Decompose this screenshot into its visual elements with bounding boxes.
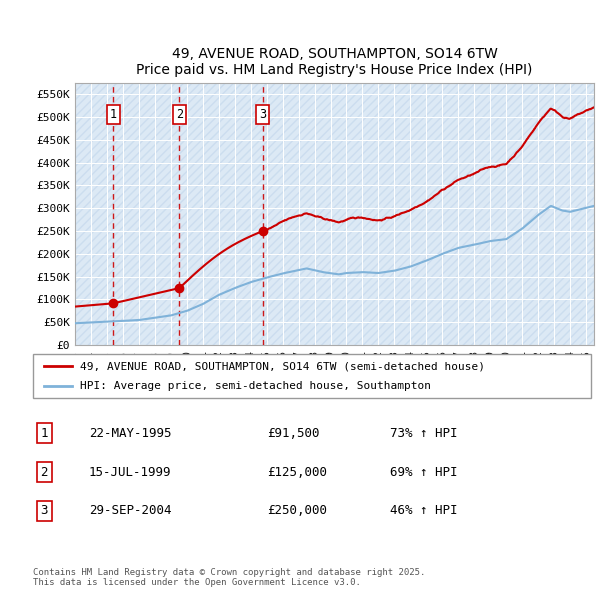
Text: £250,000: £250,000	[268, 504, 328, 517]
Text: 46% ↑ HPI: 46% ↑ HPI	[390, 504, 458, 517]
Text: £125,000: £125,000	[268, 466, 328, 478]
Text: 49, AVENUE ROAD, SOUTHAMPTON, SO14 6TW (semi-detached house): 49, AVENUE ROAD, SOUTHAMPTON, SO14 6TW (…	[80, 362, 485, 371]
Title: 49, AVENUE ROAD, SOUTHAMPTON, SO14 6TW
Price paid vs. HM Land Registry's House P: 49, AVENUE ROAD, SOUTHAMPTON, SO14 6TW P…	[136, 47, 533, 77]
Text: 1: 1	[110, 107, 116, 120]
Text: £91,500: £91,500	[268, 427, 320, 440]
Text: 15-JUL-1999: 15-JUL-1999	[89, 466, 172, 478]
Text: 73% ↑ HPI: 73% ↑ HPI	[390, 427, 458, 440]
Text: 2: 2	[40, 466, 48, 478]
Text: Contains HM Land Registry data © Crown copyright and database right 2025.
This d: Contains HM Land Registry data © Crown c…	[33, 568, 425, 587]
Text: 3: 3	[259, 107, 266, 120]
Text: 1: 1	[40, 427, 48, 440]
Text: 29-SEP-2004: 29-SEP-2004	[89, 504, 172, 517]
Text: 69% ↑ HPI: 69% ↑ HPI	[390, 466, 458, 478]
Text: 2: 2	[176, 107, 183, 120]
Text: 3: 3	[40, 504, 48, 517]
Text: HPI: Average price, semi-detached house, Southampton: HPI: Average price, semi-detached house,…	[80, 381, 431, 391]
Text: 22-MAY-1995: 22-MAY-1995	[89, 427, 172, 440]
